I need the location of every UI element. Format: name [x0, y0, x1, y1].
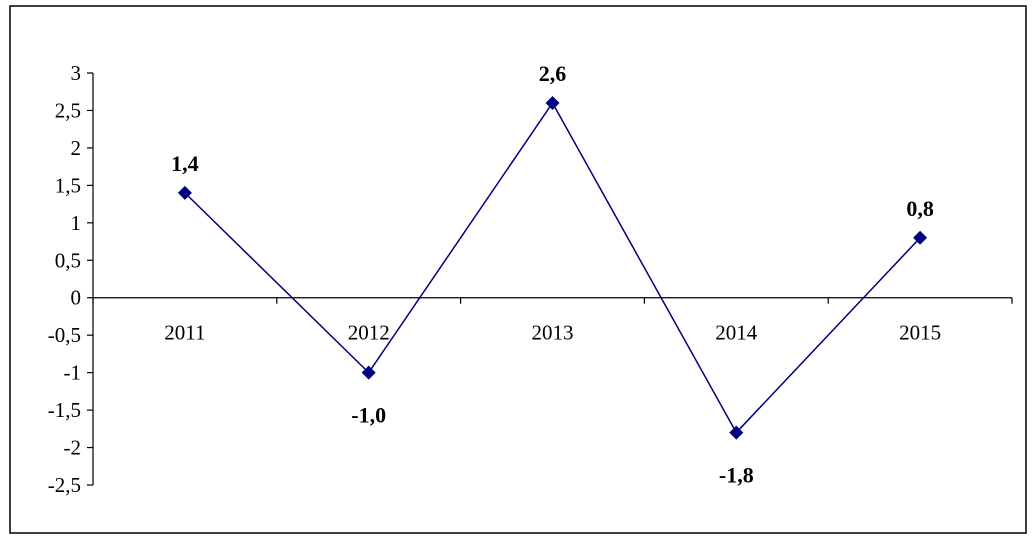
y-tick-label: 0,5 [55, 248, 81, 272]
data-point-marker [913, 230, 928, 245]
data-point-marker [545, 95, 560, 110]
y-tick-label: 0 [71, 286, 82, 310]
y-tick-label: 1,5 [55, 173, 81, 197]
y-axis: 3 2,5 2 1,5 1 0,5 0 -0,5 -1 -1,5 -2 -2,5 [48, 61, 94, 497]
data-label: 0,8 [906, 196, 934, 221]
x-axis: 2011 2012 2013 2014 2015 [92, 297, 1013, 345]
y-tick-label: 3 [71, 61, 82, 85]
y-tick-label: 2,5 [55, 98, 81, 122]
y-tick-label: -1 [64, 361, 82, 385]
y-tick-label: -2 [64, 436, 82, 460]
y-tick-label: 2 [71, 136, 82, 160]
data-label-layer: 1,4 -1,0 2,6 -1,8 0,8 [171, 61, 934, 488]
x-tick-label: 2011 [164, 321, 205, 345]
data-point-marker [177, 185, 192, 200]
y-tick-label: -2,5 [48, 473, 81, 497]
data-label: -1,0 [351, 403, 386, 428]
x-tick-label: 2013 [532, 321, 574, 345]
data-label: 1,4 [171, 151, 199, 176]
x-tick-label: 2014 [715, 321, 758, 345]
data-label: -1,8 [719, 463, 754, 488]
series-layer [177, 95, 928, 440]
y-tick-label: -1,5 [48, 398, 81, 422]
data-point-marker [729, 425, 744, 440]
y-tick-label: 1 [71, 211, 82, 235]
x-tick-label: 2012 [348, 321, 390, 345]
data-point-marker [361, 365, 376, 380]
data-label: 2,6 [539, 61, 567, 86]
y-tick-label: -0,5 [48, 323, 81, 347]
chart-frame [9, 5, 1027, 534]
x-tick-label: 2015 [899, 321, 941, 345]
